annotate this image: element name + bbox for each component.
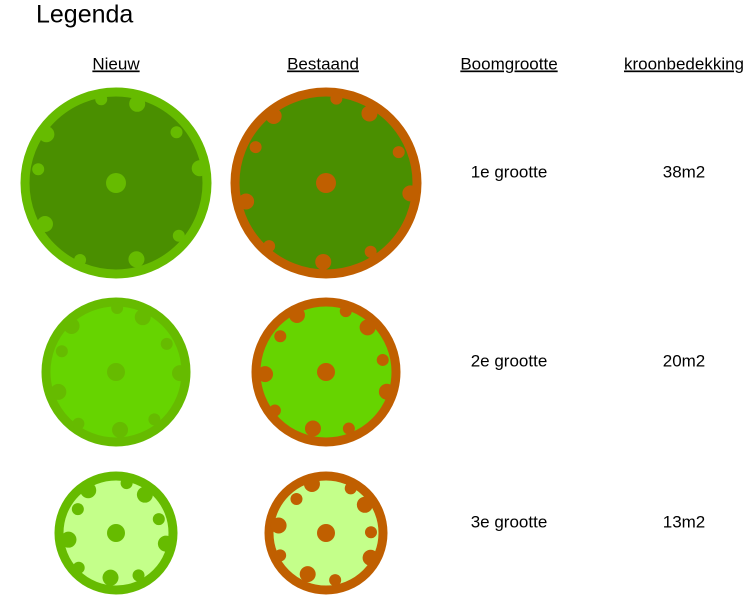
crown-notch [152,513,165,526]
crown-notch [148,413,161,426]
crown-notch [339,305,352,318]
crown-notch [249,141,262,154]
crown-notch [344,482,357,495]
crown-notch [63,317,80,334]
crown-notch [170,126,183,139]
crown-notch [329,574,342,587]
crown-notch [359,319,376,336]
crown-notch [364,245,377,258]
tree-symbol [20,87,212,279]
crown-notch [362,549,379,566]
crown-notch [392,146,405,159]
trunk-dot [317,524,335,542]
crown-notch [36,216,53,232]
crown-notch [274,330,287,343]
crown-notch [378,383,395,400]
crown-notch [132,569,145,582]
size-label: 2e grootte [471,351,548,370]
crown-notch [356,496,373,513]
crown-notch [71,503,84,516]
column-header: Bestaand [287,54,359,73]
crown-notch [160,337,173,350]
trunk-dot [107,363,125,381]
crown-notch [102,569,119,586]
crown-notch [112,421,129,438]
title: Legenda [36,1,133,29]
tree-symbol [230,87,422,279]
tree-symbol [54,471,178,595]
crown-notch [268,404,281,417]
crown-notch [330,92,343,105]
crown-notch [288,306,305,323]
crown-notch [299,566,316,583]
crown-notch [95,93,108,106]
crown-notch [274,549,287,562]
crown-notch [55,345,68,358]
trunk-dot [106,173,126,193]
trunk-dot [316,173,336,193]
crown-notch [171,365,188,382]
crown-notch [342,422,355,435]
crown-notch [72,561,85,574]
crown-notch [74,254,87,267]
crown-notch [361,105,378,122]
size-label: 3e grootte [471,512,548,531]
crown-notch [136,486,153,503]
tree-symbol [41,297,191,447]
column-header: Boomgrootte [460,54,557,73]
crown-notch [72,417,85,430]
crown-notch [32,163,45,176]
crown-notch [157,535,174,552]
crown-notch [80,482,97,499]
crown-notch [303,475,320,492]
tree-symbol [251,297,401,447]
crown-notch [315,253,332,270]
crown-notch [263,240,276,253]
crown-notch [120,477,133,490]
crown-notch [376,353,389,366]
crown-notch [265,108,282,125]
crown-notch [191,160,208,177]
crown-notch [290,493,303,506]
crown-notch [257,366,274,383]
column-header: kroonbedekking [624,54,744,73]
crown-notch [111,302,124,315]
crown-notch [128,251,145,268]
crown-notch [38,126,55,143]
cover-label: 20m2 [663,351,706,370]
crown-notch [129,95,146,112]
tree-symbol [264,471,388,595]
rows: 1e grootte 38m2 2e grootte 20m2 3e grootte 13… [471,162,706,531]
crown-notch [172,229,185,242]
cover-label: 38m2 [663,162,706,181]
crown-notch [304,420,321,437]
crown-notch [402,185,419,202]
crown-notch [238,193,255,210]
crown-notch [270,517,287,534]
crown-notch [60,531,77,548]
size-label: 1e grootte [471,162,548,181]
crown-notch [50,383,67,400]
column-header: Nieuw [92,54,140,73]
trunk-dot [317,363,335,381]
tree-symbols [20,87,422,595]
cover-label: 13m2 [663,512,706,531]
crown-notch [134,309,151,326]
trunk-dot [107,524,125,542]
crown-notch [364,526,377,539]
